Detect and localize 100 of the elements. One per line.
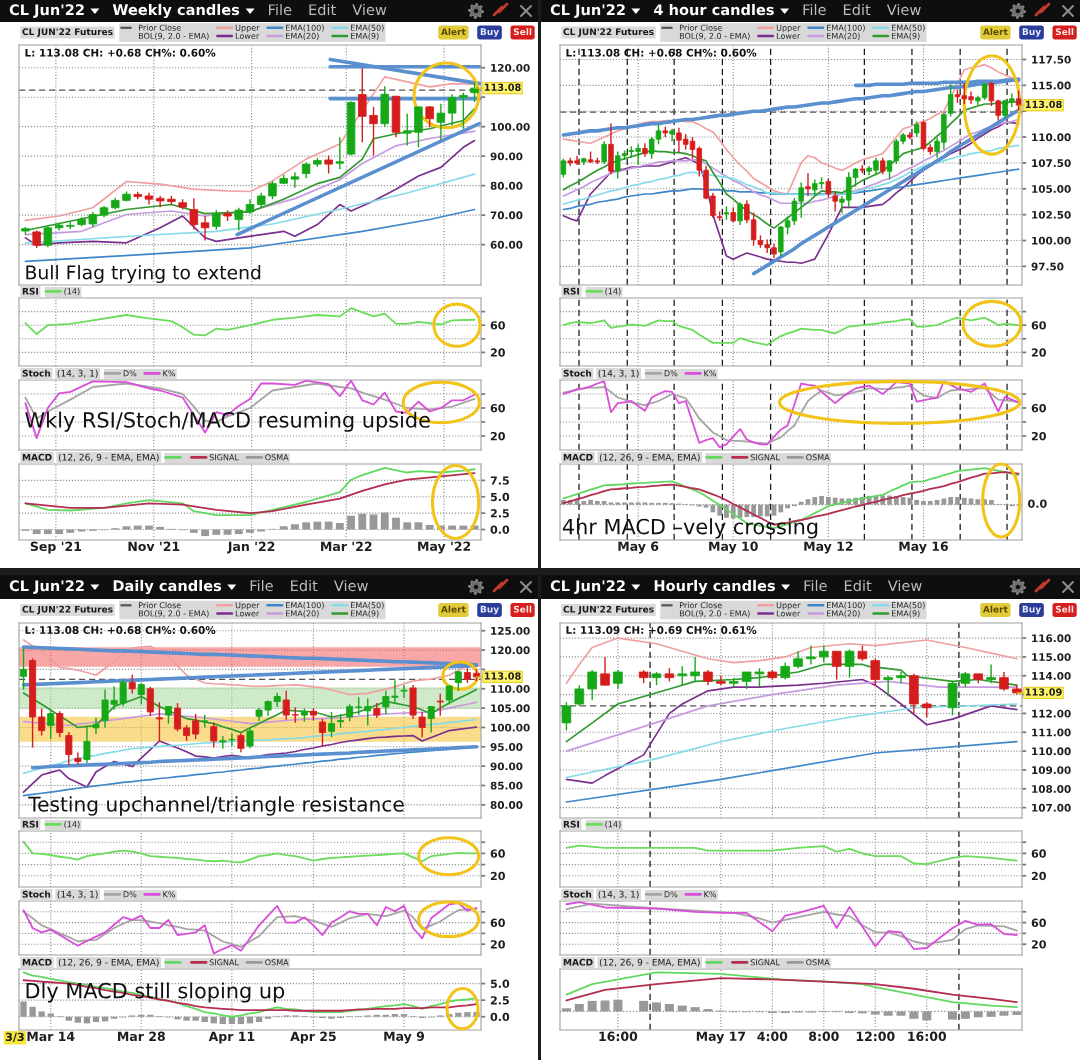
legend-title: CL JUN'22 Futures xyxy=(22,605,113,615)
annotation: L: 113.09 CH: +0.69 CH%: 0.61% xyxy=(566,626,757,634)
text: 113.08 xyxy=(484,83,521,91)
chart-title: RSI xyxy=(563,287,579,295)
legend-label: EMA(50) xyxy=(351,602,384,610)
x-tick-label: May 17 xyxy=(696,1031,746,1044)
x-tick-label: May 12 xyxy=(804,541,853,554)
y-tick-label: 5.0 xyxy=(490,492,510,502)
text: Alert xyxy=(440,605,466,613)
y-tick-label: 114.00 xyxy=(1032,671,1071,680)
y-tick-label: 116.00 xyxy=(1032,634,1071,643)
x-tick-label: 16:00 xyxy=(599,1031,638,1042)
legend-label: (14) xyxy=(605,821,621,829)
annotation: 4hr MACD –vely crossing xyxy=(562,518,818,539)
annotation: Bull Flag trying to extend xyxy=(26,264,261,284)
x-tick-label: 16:00 xyxy=(908,1031,947,1042)
y-tick-label: 120.00 xyxy=(491,646,530,655)
y-tick-label: 110.00 xyxy=(491,685,530,693)
chart-title: Stoch xyxy=(22,369,51,377)
legend-label: Prior Close xyxy=(679,602,722,609)
chart-subtitle: (12, 26, 9 - EMA, EMA) xyxy=(58,958,159,967)
legend-label: EMA(9) xyxy=(351,32,379,40)
y-tick-label: 107.00 xyxy=(1032,803,1071,812)
legend-label: EMA(100) xyxy=(286,602,324,610)
legend-label: Lower xyxy=(776,610,801,617)
legend-label: EMA(100) xyxy=(827,602,865,610)
text: File xyxy=(803,3,826,16)
legend-label: Upper xyxy=(235,24,260,33)
chart-subtitle: (14, 3, 1) xyxy=(598,369,639,378)
legend-label: EMA(9) xyxy=(892,32,920,40)
legend-label: EMA(9) xyxy=(351,610,379,618)
y-tick-label: 112.00 xyxy=(1032,709,1071,718)
y-tick-label: 115.00 xyxy=(1032,81,1071,90)
chart-title: CL Jun'22 xyxy=(550,4,625,18)
text: Sell xyxy=(513,605,532,613)
legend-label: (14) xyxy=(64,821,80,829)
chart-subtitle: (12, 26, 9 - EMA, EMA) xyxy=(599,958,700,967)
y-tick-label: 107.50 xyxy=(1032,159,1071,168)
y-tick-label: 100.00 xyxy=(491,122,530,131)
legend-label: K% xyxy=(704,891,717,898)
legend-label: Upper xyxy=(776,24,801,33)
chart-subtitle: 4 hour candles xyxy=(654,3,774,16)
text: 113.08 xyxy=(484,672,521,680)
text: View xyxy=(352,3,387,16)
legend-label: SIGNAL xyxy=(209,454,239,461)
text: Edit xyxy=(291,579,318,592)
legend-title: CL JUN'22 Futures xyxy=(563,28,654,37)
chart-title: RSI xyxy=(563,820,579,828)
text: View xyxy=(886,3,921,16)
y-tick-label: 60 xyxy=(1031,321,1046,330)
legend-label: Prior Close xyxy=(679,24,722,31)
chart-title: RSI xyxy=(22,820,38,828)
y-tick-label: 85.00 xyxy=(490,781,523,790)
legend-label: Prior Close xyxy=(138,602,181,609)
y-tick-label: 20 xyxy=(490,431,505,441)
legend-label: OSMA xyxy=(265,454,289,461)
legend-label: Lower xyxy=(235,610,260,617)
chart-subtitle: (14, 3, 1) xyxy=(57,369,98,378)
legend-label: D% xyxy=(123,891,137,898)
chart-title: MACD xyxy=(22,958,52,966)
legend-title: CL JUN'22 Futures xyxy=(563,605,654,615)
x-tick-label: Apr 11 xyxy=(208,1031,255,1044)
x-tick-label: Mar '22 xyxy=(321,541,372,552)
y-tick-label: 110.00 xyxy=(1032,133,1071,142)
chart-subtitle: Weekly candles xyxy=(112,3,240,19)
legend-label: SIGNAL xyxy=(750,959,780,966)
y-tick-label: 60 xyxy=(490,403,505,413)
y-tick-label: 60 xyxy=(490,321,505,330)
chart-title: MACD xyxy=(22,453,52,461)
y-tick-label: 80.00 xyxy=(490,801,523,809)
chart-title: Stoch xyxy=(563,369,592,377)
legend-label: D% xyxy=(664,370,678,377)
text: Alert xyxy=(982,605,1008,613)
text: Buy xyxy=(480,605,499,615)
text: File xyxy=(250,579,273,592)
chart-subtitle: Hourly candles xyxy=(654,579,775,595)
text: File xyxy=(269,3,292,16)
y-tick-label: 5.0 xyxy=(490,979,510,988)
annotation: L: 113.08 CH: +0.68 CH%: 0.60% xyxy=(25,626,216,634)
legend-label: Upper xyxy=(776,602,801,610)
y-tick-label: 60 xyxy=(490,849,505,858)
legend-label: (14) xyxy=(605,288,621,296)
text: BOL(9, 2.0 - EMA) xyxy=(138,610,209,618)
x-tick-label: Mar 14 xyxy=(27,1031,75,1042)
legend-label: (14) xyxy=(64,288,80,296)
x-tick-label: Apr 25 xyxy=(290,1031,336,1044)
y-tick-label: 20 xyxy=(1031,940,1046,949)
legend-label: EMA(50) xyxy=(892,24,925,32)
x-tick-label: May 9 xyxy=(384,1031,425,1044)
y-tick-label: 20 xyxy=(490,940,505,949)
chart-title: Stoch xyxy=(22,890,51,898)
x-tick-label: Jan '22 xyxy=(227,541,275,554)
y-tick-label: 120.00 xyxy=(491,63,530,72)
chart-title: Stoch xyxy=(563,890,592,898)
legend-label: EMA(20) xyxy=(827,610,860,618)
y-tick-label: 95.00 xyxy=(490,743,523,751)
text: File xyxy=(804,579,827,592)
y-tick-label: 110.00 xyxy=(1032,747,1071,756)
y-tick-label: 109.00 xyxy=(1032,766,1071,775)
chart-subtitle: (12, 26, 9 - EMA, EMA) xyxy=(599,453,700,462)
